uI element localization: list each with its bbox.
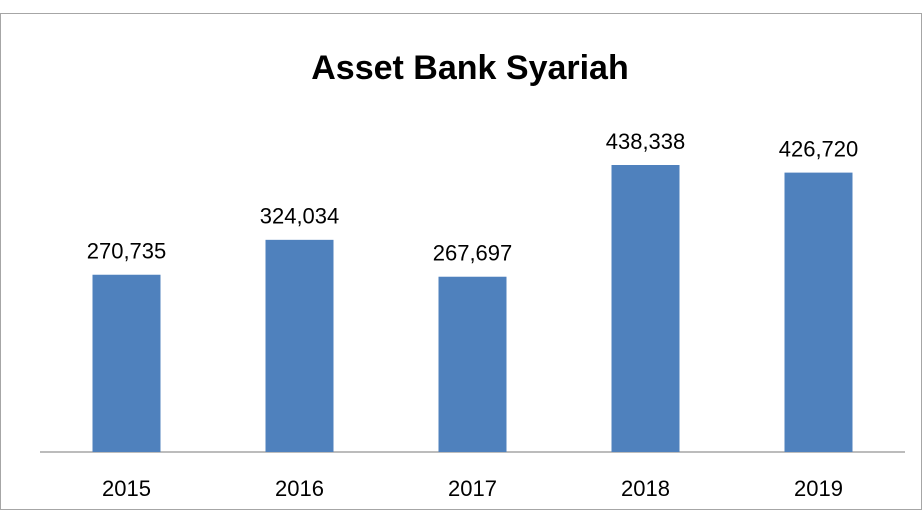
bar [611, 165, 680, 452]
x-tick-label: 2018 [621, 476, 670, 501]
value-label: 324,034 [260, 204, 340, 229]
value-label: 438,338 [606, 129, 686, 154]
x-tick-label: 2019 [794, 476, 843, 501]
chart-title: Asset Bank Syariah [311, 49, 629, 87]
bar [265, 239, 334, 452]
x-tick-label: 2017 [448, 476, 497, 501]
value-label: 270,735 [87, 239, 167, 264]
x-tick-label: 2015 [102, 476, 151, 501]
bar [784, 172, 853, 452]
bar [92, 274, 161, 452]
value-label: 267,697 [433, 241, 513, 266]
bar [438, 276, 507, 452]
value-label: 426,720 [779, 136, 859, 161]
x-tick-label: 2016 [275, 476, 324, 501]
